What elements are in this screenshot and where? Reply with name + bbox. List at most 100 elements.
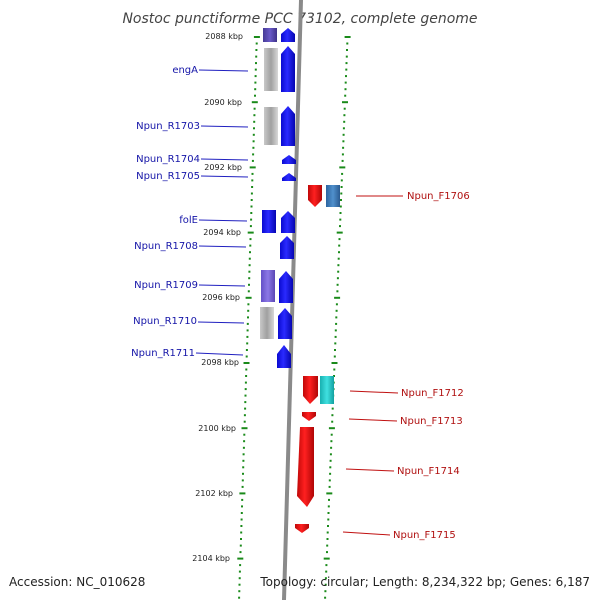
major-tick	[247, 231, 254, 234]
minor-tick	[244, 407, 247, 410]
major-tick	[326, 492, 333, 495]
minor-tick	[329, 472, 332, 475]
minor-tick	[340, 186, 343, 188]
label-leader	[200, 158, 249, 161]
minor-tick	[338, 244, 341, 247]
gene-label-npun-r1711: Npun_R1711	[131, 348, 195, 359]
minor-tick	[341, 153, 344, 156]
gene-label-npun-f1712: Npun_F1712	[401, 388, 464, 399]
cog-box	[326, 185, 340, 207]
minor-tick	[331, 407, 334, 410]
minor-tick	[343, 107, 346, 110]
minor-tick	[246, 335, 249, 338]
gene-arrow-reverse	[277, 345, 291, 368]
left-gene-labels: engA Npun_R1703 Npun_R1704 Npun_R1705 fo…	[131, 65, 200, 359]
minor-tick	[239, 564, 242, 567]
minor-tick	[244, 394, 247, 397]
minor-tick	[252, 146, 255, 149]
major-tick	[239, 492, 246, 495]
minor-tick	[245, 355, 248, 358]
gene-label-npun-f1714: Npun_F1714	[397, 466, 460, 477]
minor-tick	[253, 120, 256, 123]
label-leader	[200, 125, 249, 128]
major-tick	[243, 362, 250, 364]
minor-tick	[342, 127, 345, 130]
minor-tick	[333, 355, 336, 358]
minor-tick	[254, 88, 257, 91]
minor-tick	[245, 349, 248, 351]
gene-label-npun-r1708: Npun_R1708	[134, 241, 198, 252]
minor-tick	[329, 459, 332, 462]
minor-tick	[247, 303, 250, 306]
minor-tick	[244, 388, 247, 391]
minor-tick	[346, 42, 349, 45]
minor-tick	[324, 583, 327, 586]
minor-tick	[243, 420, 246, 423]
minor-tick	[242, 446, 245, 449]
gene-label-npun-r1709: Npun_R1709	[134, 280, 198, 291]
minor-tick	[245, 375, 248, 377]
gene-label-npun-r1704: Npun_R1704	[136, 154, 200, 165]
cog-box	[260, 307, 274, 339]
minor-tick	[335, 309, 338, 312]
minor-tick	[343, 120, 346, 123]
cog-box	[320, 376, 334, 404]
minor-tick	[253, 114, 256, 117]
left-label-leaders	[195, 69, 249, 356]
minor-tick	[242, 472, 244, 475]
minor-tick	[326, 538, 329, 540]
minor-tick	[339, 218, 342, 221]
gene-arrow-reverse	[281, 211, 295, 233]
right-tick-track	[323, 36, 351, 599]
major-tick	[245, 296, 252, 299]
minor-tick	[338, 251, 340, 254]
minor-tick	[241, 505, 243, 508]
forward-strand-genes	[295, 185, 322, 533]
minor-tick	[251, 179, 254, 182]
major-tick	[344, 36, 351, 38]
minor-tick	[250, 212, 253, 214]
label-leader	[198, 69, 249, 72]
gene-arrow-reverse	[282, 155, 296, 164]
minor-tick	[252, 140, 255, 143]
minor-tick	[341, 159, 344, 162]
minor-tick	[255, 49, 258, 51]
major-tick	[339, 166, 346, 169]
minor-tick	[252, 133, 255, 136]
major-tick	[253, 36, 260, 38]
kbp-label: 2096 kbp	[202, 293, 240, 302]
minor-tick	[242, 466, 245, 469]
major-tick	[323, 557, 330, 560]
gene-arrow-reverse	[281, 46, 295, 92]
minor-tick	[325, 570, 328, 573]
minor-tick	[337, 257, 340, 260]
kbp-label: 2094 kbp	[203, 228, 241, 237]
minor-tick	[240, 538, 242, 540]
gene-label-npun-r1710: Npun_R1710	[133, 316, 197, 327]
minor-tick	[329, 466, 332, 469]
minor-tick	[238, 590, 241, 593]
minor-tick	[344, 81, 347, 84]
gene-label-npun-f1713: Npun_F1713	[400, 416, 463, 427]
gene-label-npun-r1705: Npun_R1705	[136, 171, 200, 182]
minor-tick	[250, 218, 253, 221]
gene-arrow-forward	[308, 185, 322, 207]
minor-tick	[327, 525, 329, 527]
major-tick	[328, 427, 335, 430]
gene-arrow-reverse	[281, 28, 295, 42]
gene-label-enga: engA	[172, 65, 198, 76]
minor-tick	[246, 329, 249, 332]
minor-tick	[253, 107, 256, 110]
label-leader	[197, 321, 245, 324]
kbp-labels: 2088 kbp 2090 kbp 2092 kbp 2094 kbp 2096…	[192, 32, 243, 563]
minor-tick	[327, 518, 330, 521]
gene-arrow-forward	[297, 427, 314, 507]
cog-box	[264, 48, 278, 91]
gene-arrow-forward	[303, 376, 318, 404]
minor-tick	[334, 329, 337, 332]
minor-tick	[248, 270, 251, 273]
gene-arrow-forward	[295, 524, 309, 533]
minor-tick	[241, 485, 244, 488]
minor-tick	[336, 290, 339, 293]
minor-tick	[249, 251, 251, 254]
